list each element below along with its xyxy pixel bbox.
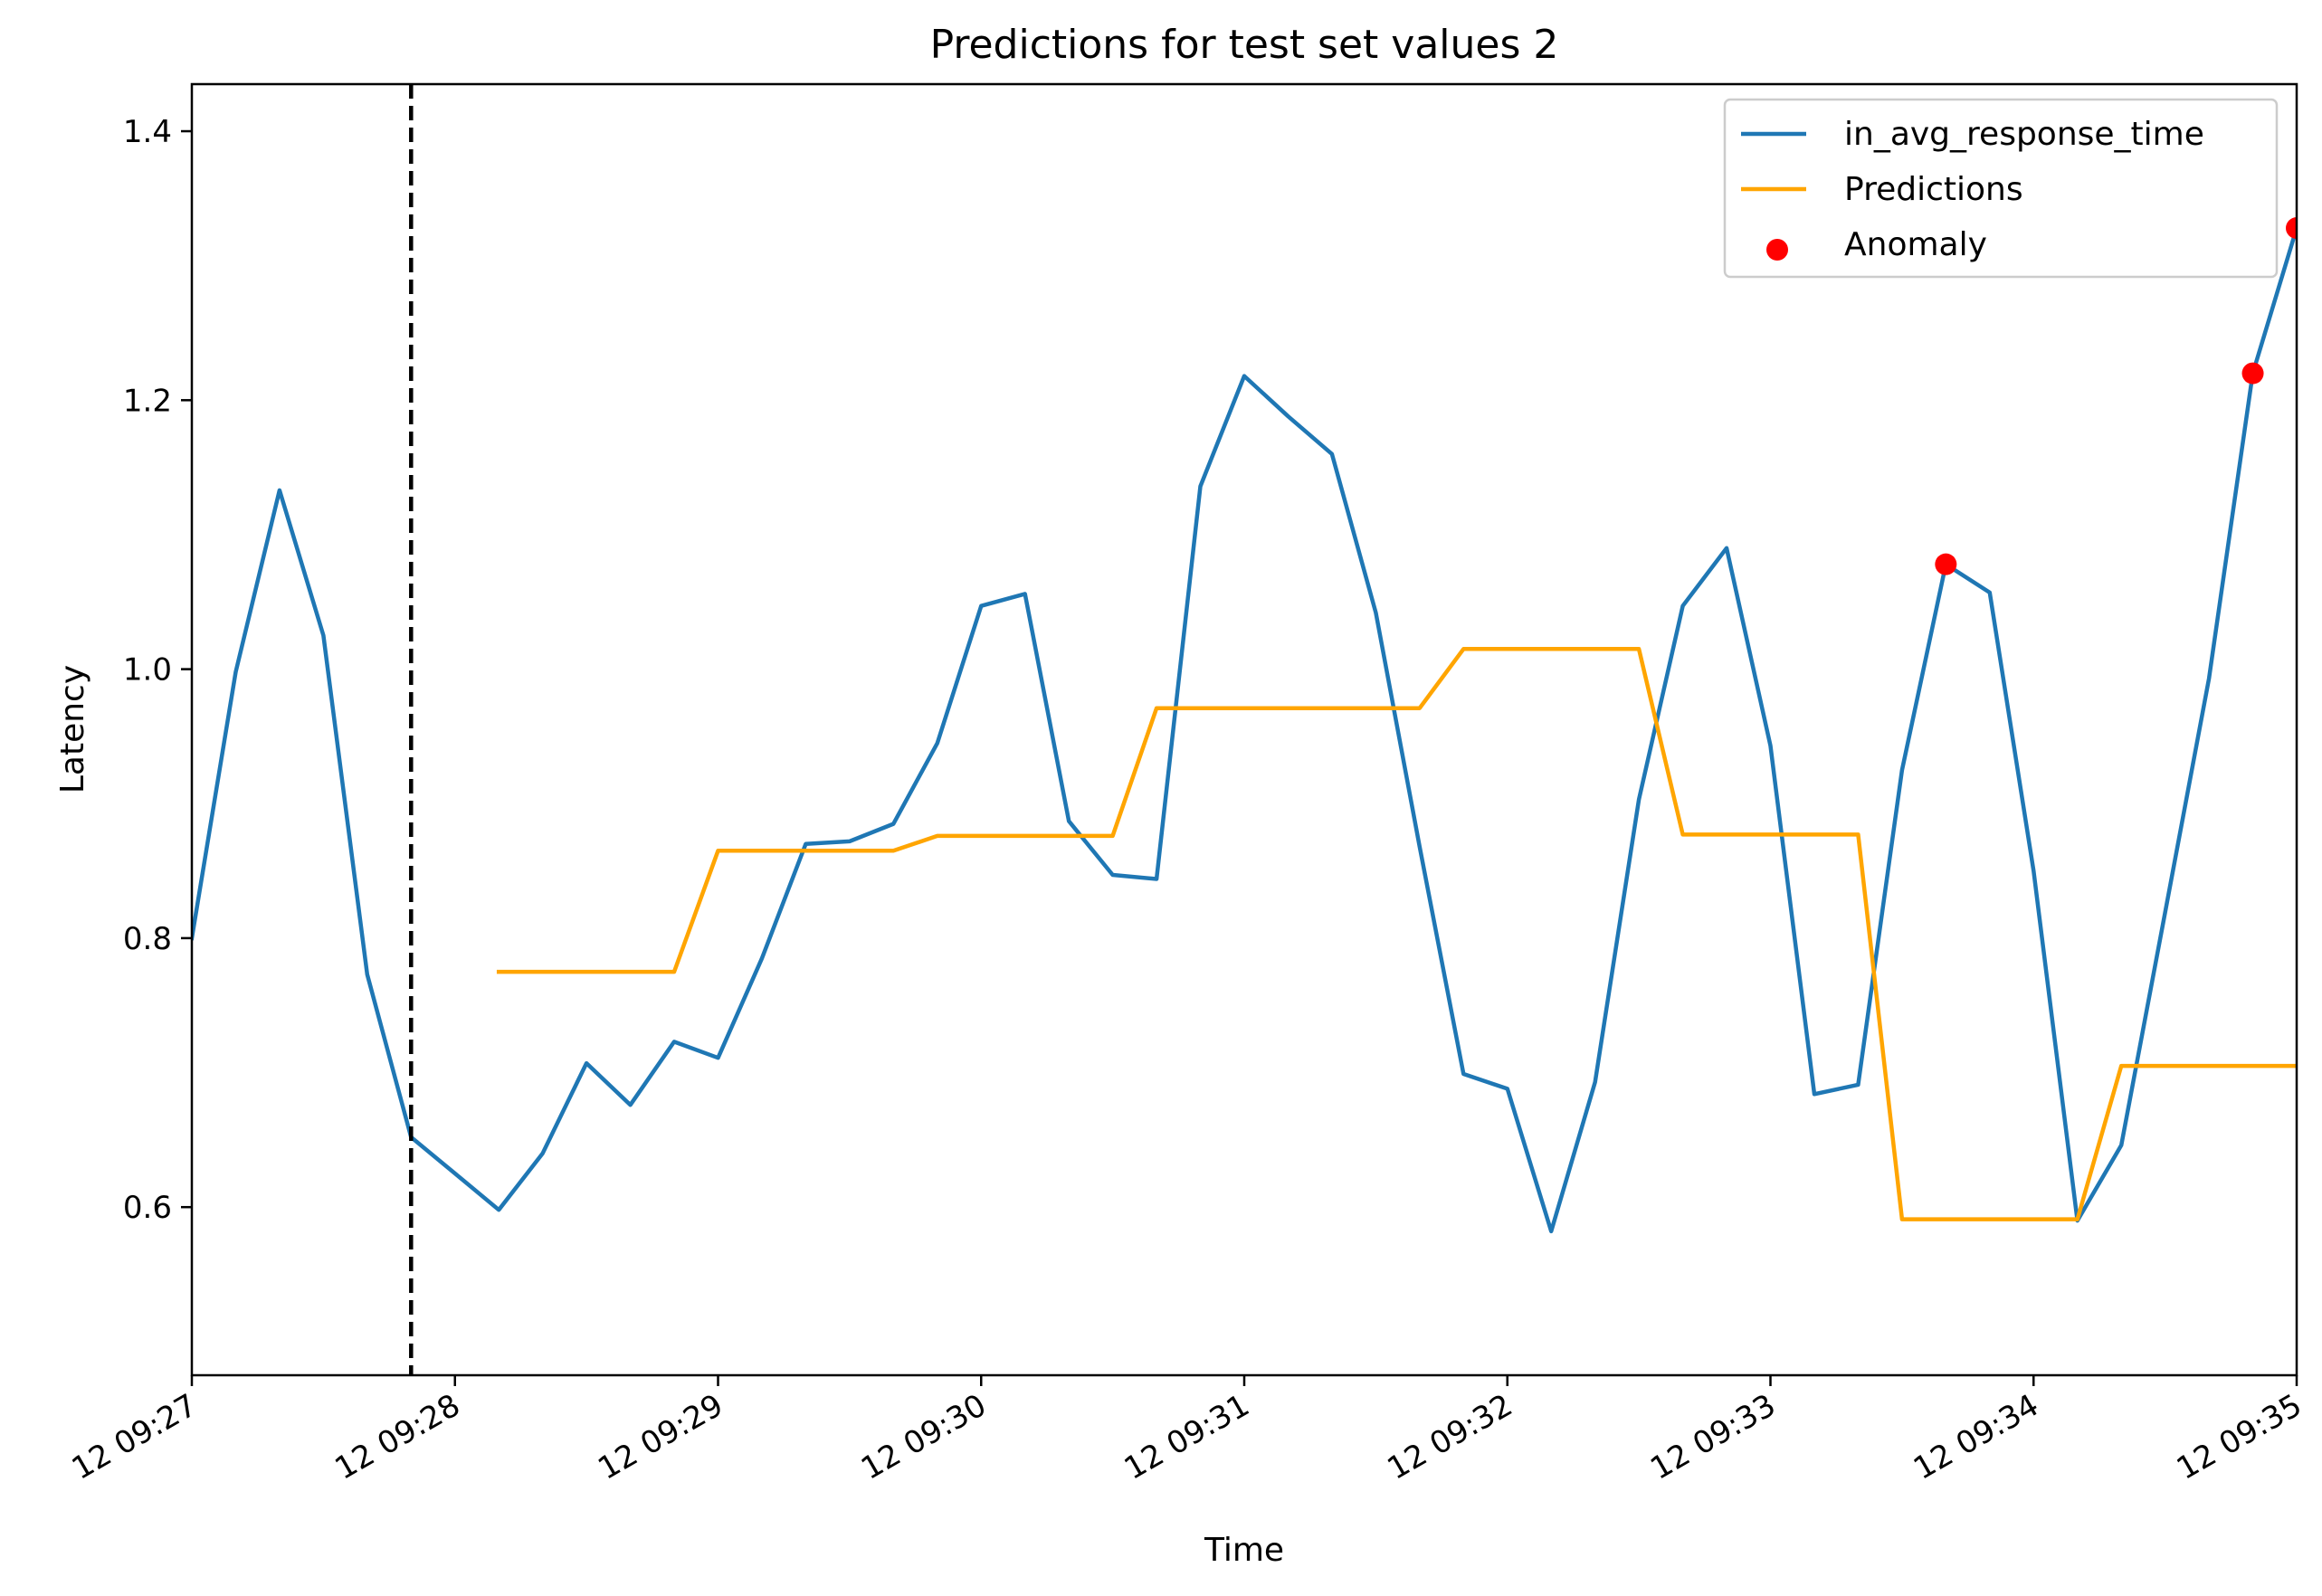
legend-label: in_avg_response_time: [1844, 116, 2204, 153]
plot-area: [192, 84, 2297, 1375]
y-axis: 0.6 0.8 1.0 1.2 1.4: [123, 114, 192, 1226]
legend-label: Anomaly: [1844, 226, 1987, 263]
y-tick-label: 1.4: [123, 114, 172, 150]
plot-series: [192, 84, 2297, 1375]
anomaly-point: [1935, 553, 1957, 575]
legend-marker: [1766, 239, 1788, 261]
y-axis-label: Latency: [54, 665, 91, 793]
series-line-1: [496, 647, 2297, 1221]
y-tick-label: 0.6: [123, 1190, 172, 1226]
anomaly-point: [2241, 362, 2264, 385]
legend-box: [1723, 98, 2279, 279]
y-tick-label: 1.0: [123, 652, 172, 689]
anomaly-point: [2286, 217, 2297, 240]
chart-title: Predictions for test set values 2: [930, 22, 1559, 68]
x-axis-label: Time: [1204, 1532, 1284, 1569]
y-tick-label: 0.8: [123, 921, 172, 957]
legend: in_avg_response_time Predictions Anomaly: [1723, 98, 2279, 279]
y-tick-label: 1.2: [123, 383, 172, 419]
legend-label: Predictions: [1844, 171, 2023, 208]
